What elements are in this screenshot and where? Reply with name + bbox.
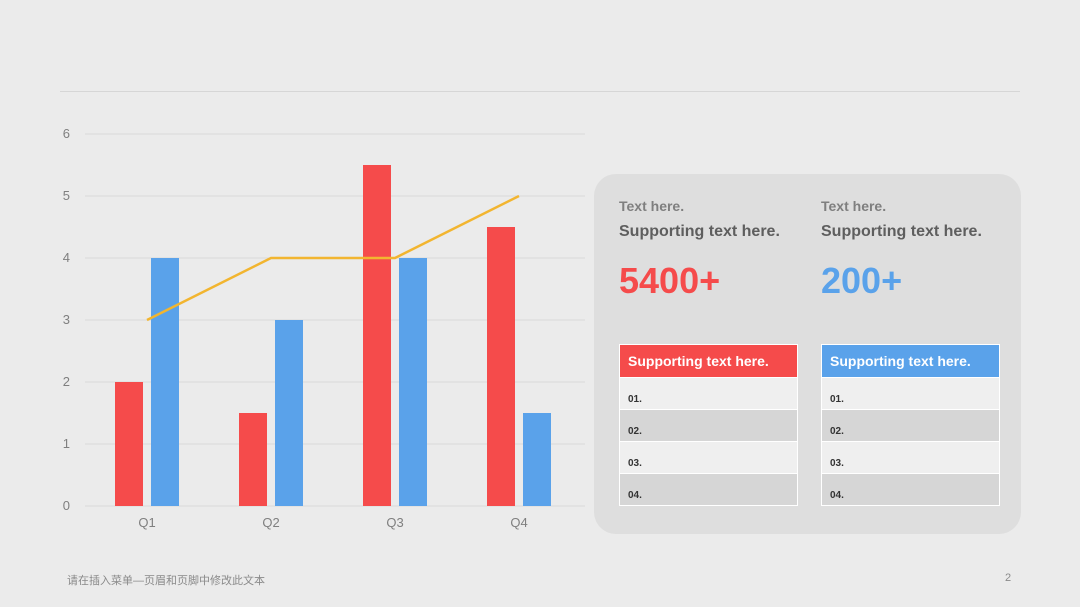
y-tick-label: 3 xyxy=(63,312,70,327)
list-item: 04. xyxy=(822,473,999,505)
y-tick-label: 1 xyxy=(63,436,70,451)
stat-support-text: Supporting text here. xyxy=(619,223,780,240)
list-header-red: Supporting text here. xyxy=(620,345,797,377)
list-header-blue: Supporting text here. xyxy=(822,345,999,377)
list-item: 02. xyxy=(620,409,797,441)
bar-q4-2 xyxy=(523,413,551,506)
bar-q3-1 xyxy=(363,165,391,506)
list-item: 03. xyxy=(822,441,999,473)
bar-line-chart: 0 1 2 3 4 5 6 Q1 Q2 Q3 Q4 xyxy=(63,126,585,530)
y-tick-label: 4 xyxy=(63,250,70,265)
bar-q4-1 xyxy=(487,227,515,506)
x-tick-label: Q1 xyxy=(138,515,155,530)
bar-q2-2 xyxy=(275,320,303,506)
list-item: 03. xyxy=(620,441,797,473)
stat-label: Text here. xyxy=(619,198,685,214)
stat-label: Text here. xyxy=(821,198,887,214)
stat-number-blue: 200+ xyxy=(821,260,903,301)
list-item: 01. xyxy=(620,377,797,409)
bar-q1-2 xyxy=(151,258,179,506)
page-number: 2 xyxy=(1005,572,1012,584)
list-card-blue: Supporting text here. 01. 02. 03. 04. xyxy=(821,344,1000,506)
footer-text: 请在插入菜单—页眉和页脚中修改此文本 xyxy=(67,575,265,587)
list-card-red: Supporting text here. 01. 02. 03. 04. xyxy=(619,344,798,506)
trend-line xyxy=(146,194,520,322)
stat-support-text: Supporting text here. xyxy=(821,223,982,240)
list-item: 01. xyxy=(822,377,999,409)
list-item: 04. xyxy=(620,473,797,505)
y-tick-label: 6 xyxy=(63,126,70,141)
x-tick-label: Q2 xyxy=(262,515,279,530)
y-tick-label: 2 xyxy=(63,374,70,389)
stats-panel: Text here. Supporting text here. 5400+ S… xyxy=(594,174,1021,534)
bar-q2-1 xyxy=(239,413,267,506)
y-tick-label: 0 xyxy=(63,498,70,513)
top-divider xyxy=(60,91,1020,92)
y-tick-label: 5 xyxy=(63,188,70,203)
x-tick-label: Q3 xyxy=(386,515,403,530)
bar-q1-1 xyxy=(115,382,143,506)
bar-q3-2 xyxy=(399,258,427,506)
x-tick-label: Q4 xyxy=(510,515,527,530)
list-item: 02. xyxy=(822,409,999,441)
stat-number-red: 5400+ xyxy=(619,260,721,301)
